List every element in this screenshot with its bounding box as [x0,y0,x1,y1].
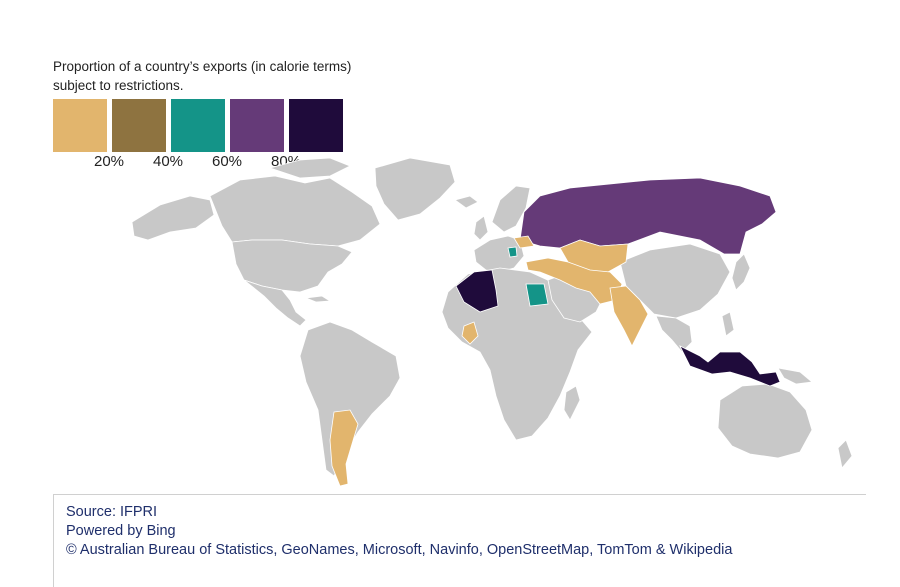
canada [209,175,381,247]
cuba [305,295,332,303]
legend-tick-20: 20% [94,153,125,170]
turkey-iran-afghan-pakistan [525,257,623,305]
legend-title: Proportion of a country’s exports (in ca… [53,59,352,93]
south-america [299,321,401,477]
philippines [721,311,735,337]
alaska [131,195,215,241]
argentina [329,409,359,487]
legend-swatch-60-80 [230,99,284,152]
iceland [454,195,479,209]
map-attribution: © Australian Bureau of Statistics, GeoNa… [66,542,733,558]
japan [731,253,751,291]
indonesia [679,345,781,387]
egypt [525,283,549,307]
madagascar [563,385,581,421]
highlighted-countries [329,177,781,487]
greenland [374,157,456,221]
australia [717,383,813,459]
southeast-asia [655,315,693,353]
scandinavia [491,185,531,233]
legend-swatch-40-60 [171,99,225,152]
powered-by: Powered by Bing [66,523,176,539]
source-panel [53,494,866,587]
legend-tick-60: 60% [212,153,243,170]
legend-swatch-0-20 [53,99,107,152]
new-zealand [837,439,853,469]
mexico-central-america [243,279,307,327]
new-guinea-east [777,367,813,385]
ukraine [513,235,535,249]
serbia [507,246,518,258]
legend-tick-40: 40% [153,153,184,170]
india [609,285,649,347]
western-europe [473,235,525,273]
legend-swatch-20-40 [112,99,166,152]
uk [473,215,489,241]
canada-islands [268,157,351,179]
legend-swatch-80-100 [289,99,343,152]
burkina-faso [461,321,479,345]
source-credit: Source: IFPRI [66,504,158,520]
algeria [455,269,499,313]
russia [519,177,777,255]
